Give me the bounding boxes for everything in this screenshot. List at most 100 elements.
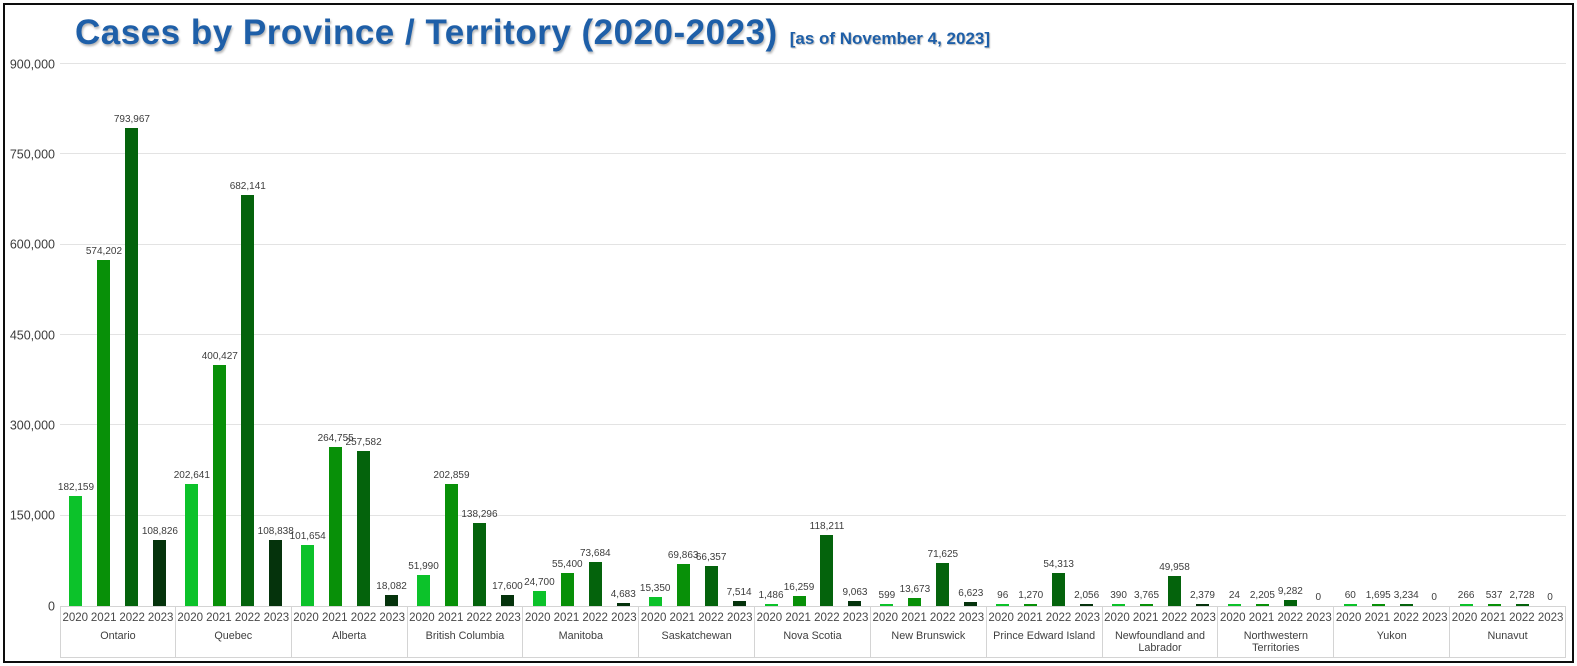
bar-slot: 0 — [1420, 593, 1448, 606]
year-label: 2022 — [1277, 612, 1304, 624]
province-label: Northwestern Territories — [1243, 629, 1308, 655]
gridline — [60, 424, 1566, 426]
bar-value-label: 1,270 — [1018, 590, 1044, 601]
bar-slot: 390 — [1105, 591, 1133, 606]
bar-slot: 202,859 — [433, 470, 470, 606]
bar-slot: 4,683 — [609, 590, 637, 606]
bar-2021 — [1024, 604, 1038, 606]
year-label: 2021 — [90, 612, 117, 624]
bar-2020 — [996, 604, 1010, 606]
bar-value-label: 2,205 — [1249, 590, 1275, 601]
bar-slot: 16,259 — [784, 583, 814, 606]
bar-value-label: 101,654 — [289, 530, 326, 542]
gridline — [60, 514, 1566, 516]
bar-slot: 202,641 — [174, 470, 210, 606]
year-label: 2023 — [263, 612, 290, 624]
province-label: Manitoba — [558, 629, 603, 642]
bar-value-label: 599 — [878, 590, 896, 601]
province-label: Saskatchewan — [661, 629, 732, 642]
bar-value-label: 71,625 — [927, 548, 959, 560]
bar-value-label: 793,967 — [113, 113, 150, 125]
bar-2022 — [125, 127, 139, 606]
bar-2021 — [1487, 604, 1501, 606]
bar-value-label: 4,683 — [610, 589, 636, 601]
year-label: 2021 — [437, 612, 464, 624]
bar-2022 — [1283, 600, 1297, 606]
bar-slot: 682,141 — [230, 182, 266, 606]
province-group: 182,159 574,202 793,967 108,826 2020 2021 2022… — [57, 64, 178, 658]
year-label: 2022 — [234, 612, 261, 624]
bar-value-label: 49,958 — [1159, 561, 1190, 573]
province-bars: 24 2,205 9,282 0 — [1218, 64, 1334, 606]
bar-slot: 96 — [989, 591, 1017, 606]
year-label: 2023 — [147, 612, 174, 624]
year-label: 2020 — [1104, 612, 1130, 624]
year-label: 2023 — [958, 612, 985, 624]
bar-slot: 17,600 — [492, 581, 523, 606]
bar-value-label: 55,400 — [552, 558, 583, 570]
year-label: 2023 — [611, 612, 637, 624]
bar-value-label: 15,350 — [639, 582, 671, 594]
province-bars: 182,159 574,202 793,967 108,826 — [57, 64, 178, 606]
bar-2022 — [704, 566, 718, 606]
year-label: 2023 — [1074, 612, 1101, 624]
bar-value-label: 138,296 — [461, 508, 498, 520]
bar-slot: 2,056 — [1073, 591, 1101, 606]
year-labels-row: 2020 2021 2022 2023 — [176, 612, 291, 626]
bar-value-label: 574,202 — [85, 246, 123, 258]
bar-2020 — [1459, 604, 1473, 606]
bar-value-label: 2,728 — [1509, 590, 1535, 601]
year-label: 2023 — [495, 612, 521, 624]
year-label: 2022 — [466, 612, 493, 624]
y-axis-tick-label: 300,000 — [9, 418, 55, 433]
bar-2022 — [472, 522, 486, 606]
bar-slot: 257,582 — [346, 437, 382, 606]
x-axis-group-labels: 2020 2021 2022 2023 Quebec — [175, 606, 292, 658]
province-label: Nova Scotia — [783, 629, 842, 642]
province-group: 96 1,270 54,313 2,056 2020 2021 2022 2023 Prince… — [986, 64, 1103, 658]
bar-2020 — [301, 544, 315, 606]
year-label: 2020 — [988, 612, 1014, 624]
bar-value-label: 66,357 — [695, 552, 727, 564]
province-group: 390 3,765 49,958 2,379 2020 2021 2022 2023 Newfo… — [1102, 64, 1219, 658]
bar-value-label: 73,684 — [580, 547, 611, 559]
year-label: 2023 — [1306, 612, 1332, 624]
province-label: Ontario — [100, 629, 136, 642]
province-group: 24 2,205 9,282 0 2020 2021 2022 2023 Northwester… — [1218, 64, 1335, 658]
province-bars: 96 1,270 54,313 2,056 — [987, 64, 1103, 606]
year-label: 2023 — [1537, 612, 1564, 624]
y-axis-tick-label: 600,000 — [9, 237, 55, 252]
province-bars: 266 537 2,728 0 — [1450, 64, 1566, 606]
province-group: 24,700 55,400 73,684 4,683 2020 2021 2022 2023 M… — [523, 64, 640, 658]
year-label: 2020 — [1451, 612, 1478, 624]
year-label: 2022 — [119, 612, 145, 624]
bar-slot: 537 — [1480, 591, 1508, 606]
bar-chart: 182,159 574,202 793,967 108,826 2020 2021 2022… — [57, 64, 1566, 658]
bar-value-label: 1,486 — [758, 590, 784, 601]
year-label: 2022 — [1509, 612, 1535, 624]
bar-2021 — [676, 563, 690, 606]
year-label: 2021 — [1364, 612, 1391, 624]
x-axis-group-labels: 2020 2021 2022 2023 British Columbia — [407, 606, 524, 658]
chart-header: Cases by Province / Territory (2020-2023… — [75, 13, 990, 53]
province-bars: 101,654 264,755 257,582 18,082 — [289, 64, 408, 606]
province-bars: 202,641 400,427 682,141 108,838 — [174, 64, 294, 606]
bar-2020 — [1343, 604, 1357, 606]
year-label: 2022 — [350, 612, 377, 624]
bar-value-label: 17,600 — [492, 581, 523, 593]
bar-value-label: 9,063 — [842, 586, 868, 598]
bar-value-label: 202,641 — [173, 469, 210, 481]
x-axis-group-labels: 2020 2021 2022 2023 Northwestern Territories — [1218, 606, 1335, 658]
bar-slot: 108,826 — [142, 527, 178, 606]
bar-2021 — [329, 446, 343, 606]
bar-value-label: 1,695 — [1365, 590, 1391, 601]
bar-2023 — [385, 595, 399, 606]
bar-value-label: 7,514 — [726, 587, 752, 599]
year-labels-row: 2020 2021 2022 2023 — [523, 612, 638, 626]
year-label: 2021 — [669, 612, 696, 624]
bar-value-label: 182,159 — [57, 482, 95, 494]
bar-slot: 24,700 — [524, 578, 555, 606]
province-group: 15,350 69,863 66,357 7,514 2020 2021 2022 2023 S… — [639, 64, 756, 658]
bar-2021 — [97, 260, 111, 606]
bar-slot: 69,863 — [668, 550, 698, 606]
